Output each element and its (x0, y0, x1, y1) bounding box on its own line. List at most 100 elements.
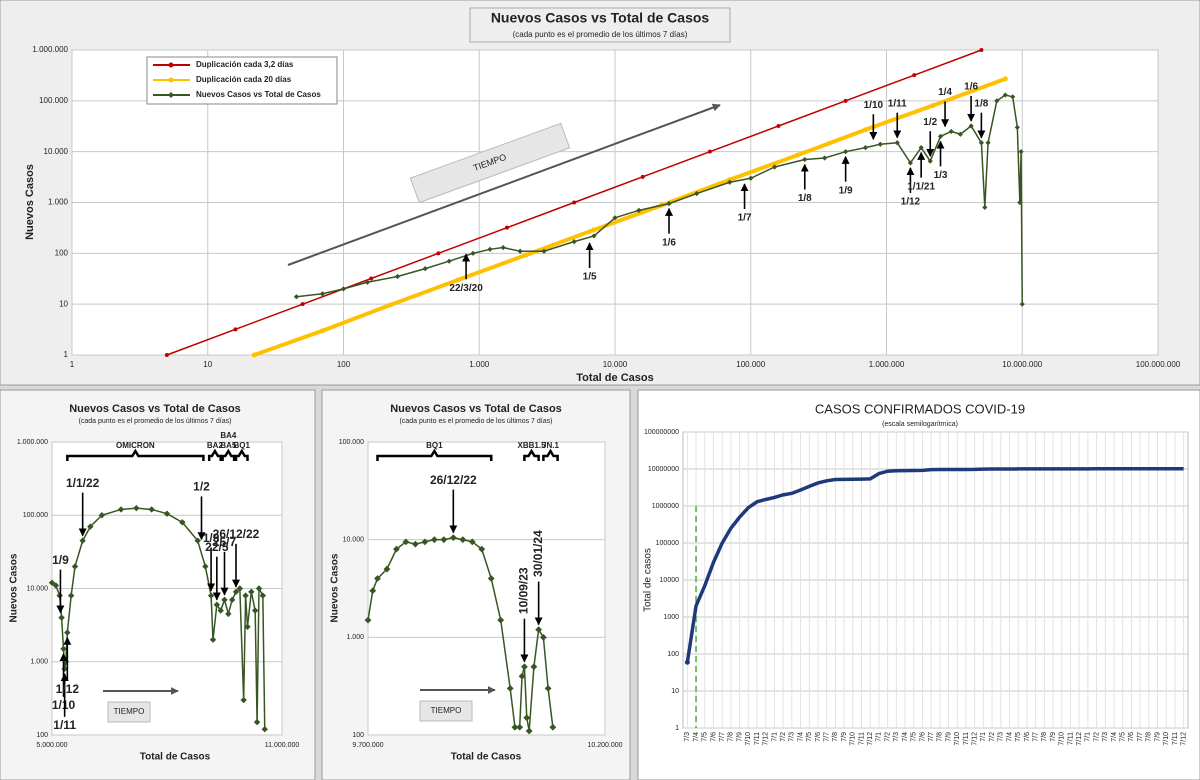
annotation: 1/6 (662, 237, 676, 248)
annotation: 1/10 (864, 100, 884, 111)
x-tick-label: 7/6 (1128, 732, 1135, 742)
point (907, 160, 914, 166)
y-tick-label: 100.000 (23, 512, 48, 519)
point (636, 207, 642, 213)
x-tick-label: 11.000.000 (265, 742, 300, 749)
annotation: 1/3 (934, 170, 948, 181)
point (163, 510, 171, 517)
point (612, 215, 618, 221)
point (1014, 124, 1020, 131)
x-tick-label: 7/3 (998, 732, 1005, 742)
point (877, 141, 883, 147)
y-tick-label: 100000 (656, 540, 679, 547)
chart-title: Nuevos Casos vs Total de Casos (69, 403, 241, 415)
time-box (409, 122, 571, 204)
x-tick-label: 7/7 (1137, 732, 1144, 742)
point (446, 258, 452, 264)
point (374, 575, 381, 582)
annotation: 1/1/22 (66, 476, 100, 490)
y-tick-label: 1 (64, 350, 69, 359)
point (221, 596, 228, 604)
bracket-label: XBB1.5 (518, 441, 547, 450)
annotation: 1/9 (839, 185, 853, 196)
bracket-label: BA4 (220, 431, 237, 440)
x-tick-label: 7/5 (1120, 732, 1127, 742)
point (117, 506, 125, 513)
y-tick-label: 1.000.000 (32, 45, 68, 54)
x-tick-label: 7/4 (797, 732, 804, 742)
point (530, 663, 538, 671)
point (233, 327, 238, 332)
annotation: 25/7 (213, 535, 237, 549)
point (293, 294, 300, 300)
x-tick-label: 7/5 (806, 732, 813, 742)
point (535, 626, 543, 633)
point (207, 592, 215, 599)
point (87, 523, 94, 530)
legend-marker (168, 62, 174, 68)
x-tick-label: 7/8 (832, 732, 839, 742)
x-tick-label: 7/3 (684, 732, 691, 742)
point (487, 575, 495, 582)
x-tick-label: 7/5 (702, 732, 709, 742)
series-line (296, 94, 1023, 305)
x-tick-label: 1.000.000 (869, 360, 905, 369)
bracket-label: BQ1 (234, 441, 251, 450)
x-axis-title: Total de Casos (451, 752, 522, 763)
bracket-label: BA5 (220, 441, 237, 450)
bracket (221, 448, 236, 461)
x-tick-label: 7/4 (1006, 732, 1013, 742)
point (500, 244, 506, 251)
point (862, 145, 869, 151)
y-tick-label: 10 (671, 688, 679, 695)
y-tick-label: 1000000 (652, 503, 679, 510)
point (843, 149, 849, 155)
point (694, 190, 700, 197)
y-tick-label: 1.000.000 (17, 439, 48, 446)
point (202, 563, 209, 570)
point (937, 133, 944, 139)
chart-title: Nuevos Casos vs Total de Casos (491, 10, 710, 26)
x-tick-label: 10.200.000 (587, 742, 622, 749)
point (459, 536, 467, 544)
point (506, 685, 514, 692)
point (52, 582, 60, 589)
chart-title: CASOS CONFIRMADOS COVID-19 (815, 401, 1025, 416)
point (968, 123, 974, 129)
x-tick-label: 7/11 (1172, 732, 1179, 745)
x-tick-label: 7/2 (780, 732, 787, 742)
bracket-label: OMICRON (116, 441, 155, 450)
x-tick-label: 100.000.000 (1136, 360, 1181, 369)
x-tick-label: 10.000.000 (1002, 360, 1043, 369)
y-tick-label: 10000000 (648, 466, 679, 473)
x-tick-label: 7/10 (850, 732, 857, 746)
point (133, 504, 140, 512)
point (591, 233, 597, 239)
point (319, 328, 325, 334)
annotation: 1/12 (56, 682, 80, 696)
x-tick-label: 7/12 (1076, 732, 1083, 746)
x-tick-label: 7/11 (754, 732, 761, 745)
y-tick-label: 100 (352, 732, 364, 739)
point (412, 540, 419, 548)
point (748, 175, 754, 181)
point (511, 723, 519, 731)
y-tick-label: 10.000 (44, 147, 69, 156)
x-tick-label: 7/1 (980, 732, 987, 742)
point (843, 98, 848, 103)
point (478, 545, 486, 553)
series-line (367, 536, 554, 732)
annotation: 1/3 (203, 531, 220, 545)
annotation: 26/12/22 (213, 527, 260, 541)
point (978, 140, 984, 146)
annotation: 1/11 (53, 718, 76, 732)
point (862, 127, 868, 133)
point (455, 277, 461, 283)
point (217, 607, 224, 614)
start-point (684, 659, 690, 665)
y-tick-label: 10.000 (27, 585, 49, 592)
x-tick-label: 7/3 (1102, 732, 1109, 742)
point (340, 286, 347, 292)
point (1010, 94, 1016, 100)
point (1002, 92, 1008, 98)
